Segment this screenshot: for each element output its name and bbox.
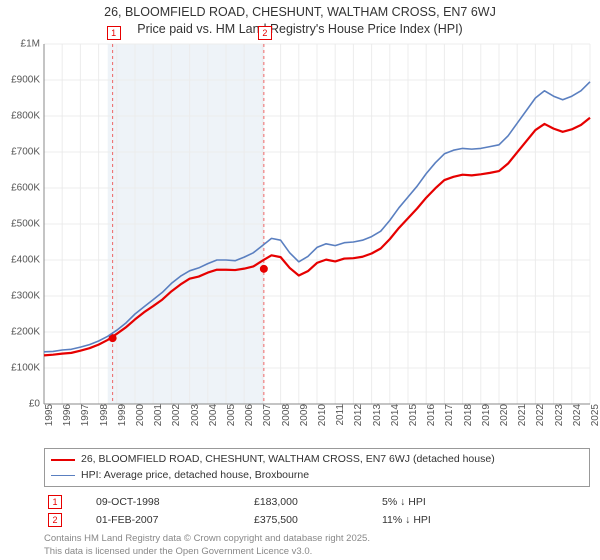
x-axis-label: 2020 [495, 404, 510, 426]
legend-label-subject: 26, BLOOMFIELD ROAD, CHESHUNT, WALTHAM C… [81, 452, 495, 468]
x-axis-label: 2022 [531, 404, 546, 426]
transaction-marker: 1 [107, 26, 121, 40]
transaction-delta: 5% ↓ HPI [378, 493, 590, 511]
x-axis-label: 2008 [277, 404, 292, 426]
x-axis-label: 1995 [40, 404, 55, 426]
footer-line-1: Contains HM Land Registry data © Crown c… [44, 533, 590, 545]
chart-title: 26, BLOOMFIELD ROAD, CHESHUNT, WALTHAM C… [0, 0, 600, 38]
y-axis-label: £300K [0, 290, 40, 301]
x-axis-label: 2012 [349, 404, 364, 426]
x-axis-label: 2004 [204, 404, 219, 426]
y-axis-label: £800K [0, 110, 40, 121]
x-axis-label: 2017 [440, 404, 455, 426]
y-axis-label: £400K [0, 254, 40, 265]
transaction-marker: 2 [258, 26, 272, 40]
transaction-date: 09-OCT-1998 [92, 493, 250, 511]
legend-item-subject: 26, BLOOMFIELD ROAD, CHESHUNT, WALTHAM C… [51, 452, 583, 468]
x-axis-label: 2001 [149, 404, 164, 426]
legend-swatch-subject [51, 459, 75, 461]
x-axis-label: 2018 [459, 404, 474, 426]
y-axis-label: £0 [0, 398, 40, 409]
x-axis-label: 2007 [258, 404, 273, 426]
y-axis-label: £600K [0, 182, 40, 193]
x-axis-label: 1999 [113, 404, 128, 426]
x-axis-label: 2024 [568, 404, 583, 426]
footer-line-2: This data is licensed under the Open Gov… [44, 546, 590, 558]
x-axis-label: 1997 [76, 404, 91, 426]
transaction-row: 2 01-FEB-2007£375,50011% ↓ HPI [44, 511, 590, 529]
transaction-price: £183,000 [250, 493, 378, 511]
x-axis-label: 2014 [386, 404, 401, 426]
y-axis-label: £200K [0, 326, 40, 337]
x-axis-label: 2019 [477, 404, 492, 426]
x-axis-label: 2002 [167, 404, 182, 426]
x-axis-label: 1996 [58, 404, 73, 426]
y-axis-label: £900K [0, 74, 40, 85]
x-axis-label: 2011 [331, 404, 346, 426]
x-axis-label: 2010 [313, 404, 328, 426]
x-axis-label: 2005 [222, 404, 237, 426]
y-axis-label: £100K [0, 362, 40, 373]
transactions-table: 1 09-OCT-1998£183,0005% ↓ HPI 2 01-FEB-2007… [44, 493, 590, 529]
transaction-price: £375,500 [250, 511, 378, 529]
transaction-number: 2 [48, 513, 62, 527]
legend-swatch-hpi [51, 475, 75, 476]
title-line-2: Price paid vs. HM Land Registry's House … [0, 21, 600, 38]
legend-item-hpi: HPI: Average price, detached house, Brox… [51, 468, 583, 484]
title-line-1: 26, BLOOMFIELD ROAD, CHESHUNT, WALTHAM C… [0, 4, 600, 21]
footer: Contains HM Land Registry data © Crown c… [44, 533, 590, 558]
x-axis-label: 2015 [404, 404, 419, 426]
x-axis-label: 2021 [513, 404, 528, 426]
x-axis-label: 2016 [422, 404, 437, 426]
legend-label-hpi: HPI: Average price, detached house, Brox… [81, 468, 309, 484]
y-axis-label: £700K [0, 146, 40, 157]
y-axis-label: £1M [0, 38, 40, 49]
x-axis-label: 2025 [586, 404, 600, 426]
x-axis-label: 2000 [131, 404, 146, 426]
x-axis-label: 2006 [240, 404, 255, 426]
x-axis-label: 1998 [95, 404, 110, 426]
y-axis-label: £500K [0, 218, 40, 229]
x-axis-label: 2023 [550, 404, 565, 426]
legend: 26, BLOOMFIELD ROAD, CHESHUNT, WALTHAM C… [44, 448, 590, 488]
transaction-number: 1 [48, 495, 62, 509]
x-axis-label: 2013 [368, 404, 383, 426]
transaction-date: 01-FEB-2007 [92, 511, 250, 529]
transaction-row: 1 09-OCT-1998£183,0005% ↓ HPI [44, 493, 590, 511]
x-axis-label: 2009 [295, 404, 310, 426]
transaction-delta: 11% ↓ HPI [378, 511, 590, 529]
x-axis-label: 2003 [186, 404, 201, 426]
price-chart: £0£100K£200K£300K£400K£500K£600K£700K£80… [44, 44, 590, 404]
